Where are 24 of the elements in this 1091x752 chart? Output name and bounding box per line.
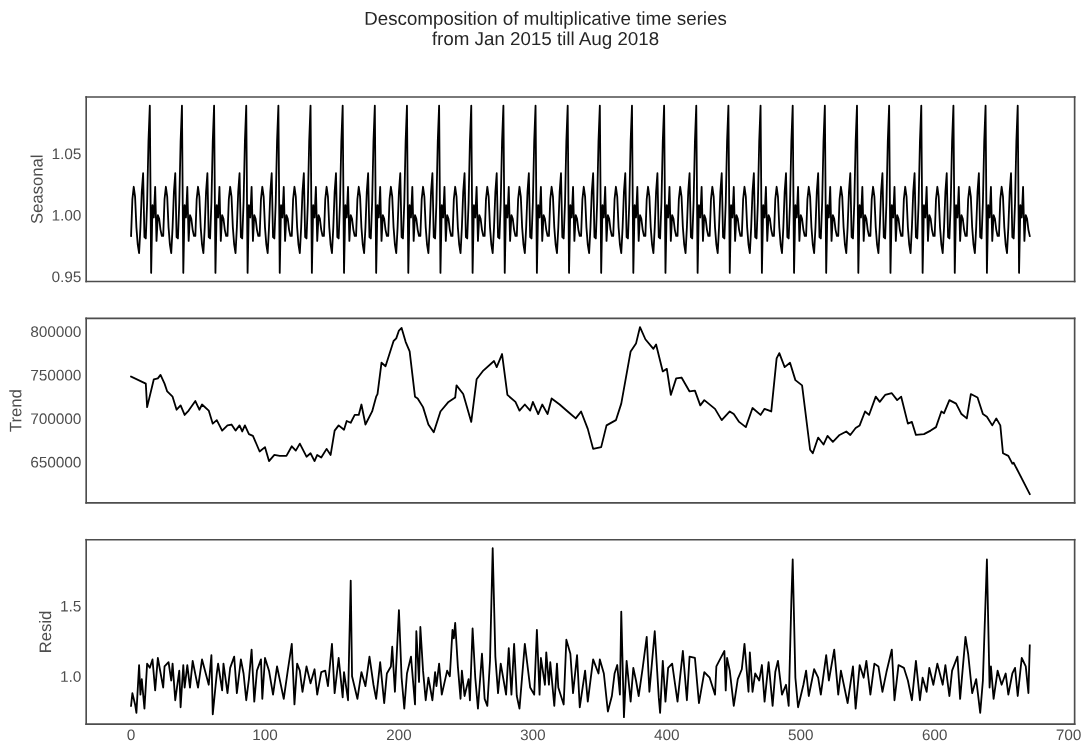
chart-title: Descomposition of multiplicative time series from Jan 2015 till Aug 2018 [365,11,727,49]
y-tick-label: 1.5 [61,600,81,612]
x-tick-label: 0 [127,729,135,741]
y-tick-label: 1.00 [52,209,81,221]
y-tick-label: 800000 [31,326,81,338]
y-axis-title: Trend [9,390,22,432]
x-tick-label: 700 [1056,729,1081,741]
y-axis-title: Seasonal [30,155,43,224]
line-series [130,104,1031,274]
x-tick-label: 400 [654,729,679,741]
x-tick-label: 100 [253,729,278,741]
x-tick-label: 200 [386,729,412,741]
y-tick-label: 1.0 [61,671,81,682]
y-tick-label: 1.05 [52,148,81,160]
x-tick-label: 600 [922,729,947,741]
y-tick-label: 0.95 [52,271,81,283]
y-tick-label: 650000 [31,456,81,468]
line-series [130,547,1031,719]
line-series [130,326,1031,496]
y-axis-title: Resid [39,611,52,652]
x-tick-label: 500 [788,729,813,741]
x-tick-label: 300 [520,729,546,741]
y-tick-label: 750000 [31,369,81,381]
y-tick-label: 700000 [31,413,81,425]
